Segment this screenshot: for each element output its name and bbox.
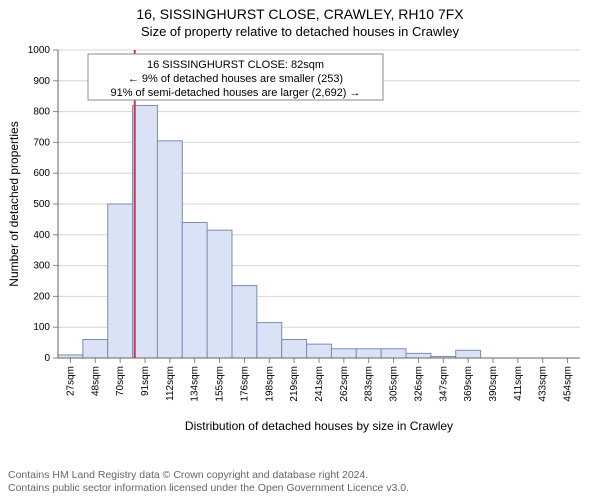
x-tick-label: 27sqm xyxy=(65,366,76,396)
histogram-bar xyxy=(108,204,133,358)
x-tick-label: 305sqm xyxy=(389,366,400,402)
x-tick-label: 241sqm xyxy=(314,366,325,402)
annotation-line1: 16 SISSINGHURST CLOSE: 82sqm xyxy=(147,59,324,71)
x-tick-label: 369sqm xyxy=(463,366,474,402)
x-tick-label: 262sqm xyxy=(339,366,350,402)
annotation-line2: ← 9% of detached houses are smaller (253… xyxy=(128,73,343,85)
histogram-bar xyxy=(232,286,257,358)
histogram-bar xyxy=(207,230,232,358)
histogram-bar xyxy=(381,349,406,358)
x-tick-label: 326sqm xyxy=(413,366,424,402)
histogram-bar xyxy=(456,350,481,358)
x-tick-label: 198sqm xyxy=(264,366,275,402)
histogram-bar xyxy=(83,340,108,358)
histogram-bar xyxy=(307,344,332,358)
x-tick-label: 454sqm xyxy=(563,366,574,402)
svg-text:700: 700 xyxy=(33,137,50,148)
x-tick-label: 411sqm xyxy=(513,366,524,401)
x-tick-label: 176sqm xyxy=(239,366,250,402)
svg-text:900: 900 xyxy=(33,76,50,87)
subtitle: Size of property relative to detached ho… xyxy=(0,24,600,39)
x-tick-label: 155sqm xyxy=(215,366,226,402)
x-tick-label: 48sqm xyxy=(90,366,101,396)
histogram-bar xyxy=(257,323,282,358)
svg-text:500: 500 xyxy=(33,199,50,210)
x-tick-label: 283sqm xyxy=(364,366,375,402)
y-axis-label: Number of detached properties xyxy=(7,121,21,286)
footer-attribution: Contains HM Land Registry data © Crown c… xyxy=(8,469,409,496)
svg-text:100: 100 xyxy=(33,322,50,333)
histogram-bar xyxy=(331,349,356,358)
histogram-bar xyxy=(356,349,381,358)
footer-line2: Contains public sector information licen… xyxy=(8,482,409,496)
histogram-bar xyxy=(282,340,307,358)
histogram-chart: 0 100 200 300 400 500 600 700 800 900 1000 27sqm 48s… xyxy=(0,38,600,448)
footer-line1: Contains HM Land Registry data © Crown c… xyxy=(8,469,409,483)
x-tick-label: 219sqm xyxy=(289,366,300,402)
histogram-bar xyxy=(182,222,207,358)
histogram-bar xyxy=(133,105,158,358)
svg-text:200: 200 xyxy=(33,291,50,302)
x-tick-label: 112sqm xyxy=(165,366,176,401)
x-tick-label: 433sqm xyxy=(538,366,549,402)
svg-text:400: 400 xyxy=(33,230,50,241)
svg-text:1000: 1000 xyxy=(28,45,51,56)
x-tick-label: 347sqm xyxy=(438,366,449,402)
x-tick-label: 91sqm xyxy=(140,366,151,396)
svg-text:300: 300 xyxy=(33,261,50,272)
x-axis-label: Distribution of detached houses by size … xyxy=(185,419,453,433)
svg-text:0: 0 xyxy=(44,353,50,364)
x-tick-label: 390sqm xyxy=(488,366,499,402)
annotation-line3: 91% of semi-detached houses are larger (… xyxy=(110,87,360,99)
x-tick-label: 134sqm xyxy=(190,366,201,402)
x-tick-label: 70sqm xyxy=(115,366,126,396)
svg-text:600: 600 xyxy=(33,168,50,179)
address-title: 16, SISSINGHURST CLOSE, CRAWLEY, RH10 7F… xyxy=(0,6,600,22)
svg-text:800: 800 xyxy=(33,107,50,118)
histogram-bar xyxy=(157,141,182,358)
histogram-bar xyxy=(406,353,431,358)
